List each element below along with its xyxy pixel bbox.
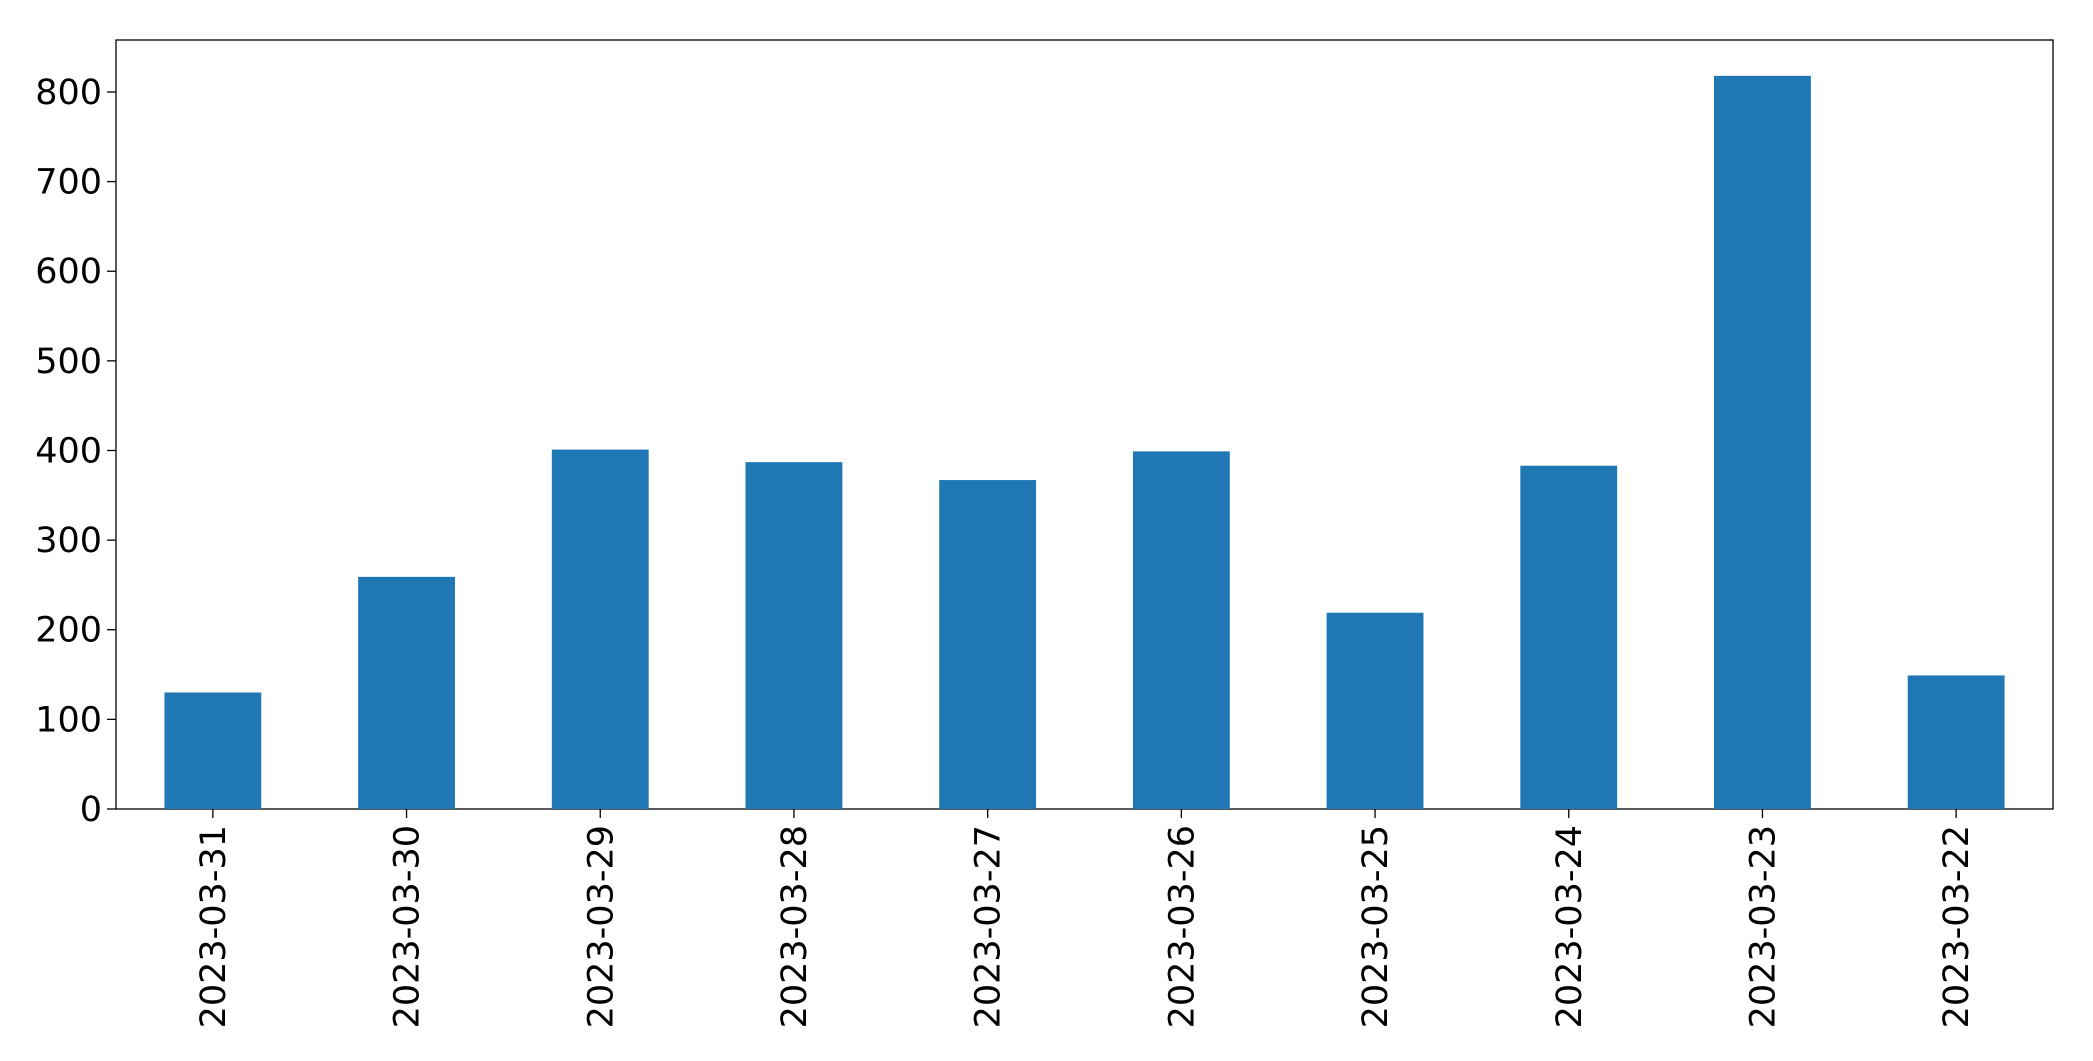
plot-frame — [115, 39, 2054, 810]
x-tick-label: 2023-03-23 — [1743, 825, 1783, 1028]
y-tick-label: 500 — [35, 342, 102, 382]
bar — [1714, 75, 1811, 809]
y-tick-label: 100 — [35, 700, 102, 740]
x-tick-label: 2023-03-30 — [388, 825, 428, 1028]
x-tick-label: 2023-03-31 — [194, 825, 234, 1028]
bar — [358, 576, 455, 809]
y-tick-label: 600 — [35, 252, 102, 292]
bar — [745, 462, 843, 809]
bar — [1520, 465, 1618, 809]
bar — [551, 449, 649, 809]
x-tick-label: 2023-03-22 — [1937, 825, 1977, 1028]
bar — [164, 692, 262, 809]
x-tick-label: 2023-03-28 — [775, 825, 815, 1028]
x-tick-label: 2023-03-25 — [1356, 825, 1396, 1028]
x-tick-label: 2023-03-24 — [1550, 825, 1590, 1028]
y-tick-label: 400 — [35, 431, 102, 471]
bar — [1132, 451, 1230, 809]
bar — [1907, 675, 2005, 809]
y-tick-label: 300 — [35, 521, 102, 561]
x-tick-label: 2023-03-29 — [581, 825, 621, 1028]
x-tick-label: 2023-03-26 — [1162, 825, 1202, 1028]
y-tick-label: 700 — [35, 163, 102, 203]
y-tick-label: 200 — [35, 611, 102, 651]
bar — [939, 480, 1037, 809]
x-tick-label: 2023-03-27 — [969, 825, 1009, 1028]
bar — [1326, 612, 1424, 809]
y-tick-label: 800 — [35, 73, 102, 113]
y-tick-label: 0 — [80, 790, 102, 830]
